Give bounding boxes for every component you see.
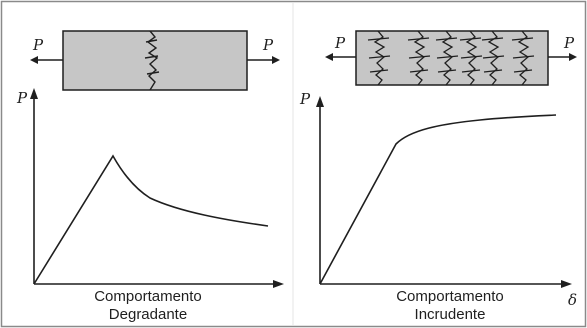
right-crack-icon-6 (511, 30, 535, 86)
right-crack-icon-3 (435, 30, 459, 86)
right-y-axis-label: P (299, 90, 311, 108)
left-caption-line1: Comportamento (94, 288, 202, 305)
left-load-curve (33, 154, 269, 285)
right-panel: P P P δ Comportamento Incrudente (299, 30, 577, 323)
right-x-axis-label: δ (568, 291, 577, 309)
right-y-axis (316, 96, 324, 284)
right-force-arrow-right-icon (548, 53, 577, 61)
left-force-arrow-left-icon (30, 56, 63, 64)
left-force-label-left: P (32, 36, 44, 54)
right-crack-icon-1 (367, 30, 391, 86)
left-caption-line2: Degradante (109, 306, 187, 323)
right-load-curve (319, 114, 557, 285)
left-crack-icon (144, 30, 160, 91)
left-force-label-right: P (262, 36, 274, 54)
right-crack-icon-2 (407, 30, 431, 86)
left-y-axis-label: P (16, 89, 28, 107)
right-force-label-left: P (334, 34, 346, 52)
right-crack-icon-5 (481, 30, 505, 86)
right-x-axis (320, 280, 572, 288)
right-caption-line2: Incrudente (415, 306, 486, 323)
right-crack-icon-4 (459, 30, 483, 86)
right-force-label-right: P (563, 34, 575, 52)
left-force-arrow-right-icon (247, 56, 280, 64)
left-y-axis (30, 88, 38, 284)
left-x-axis (34, 280, 284, 288)
left-panel: P P P Comportamento Degradante (16, 30, 284, 323)
right-caption-line1: Comportamento (396, 288, 504, 305)
right-force-arrow-left-icon (325, 53, 356, 61)
